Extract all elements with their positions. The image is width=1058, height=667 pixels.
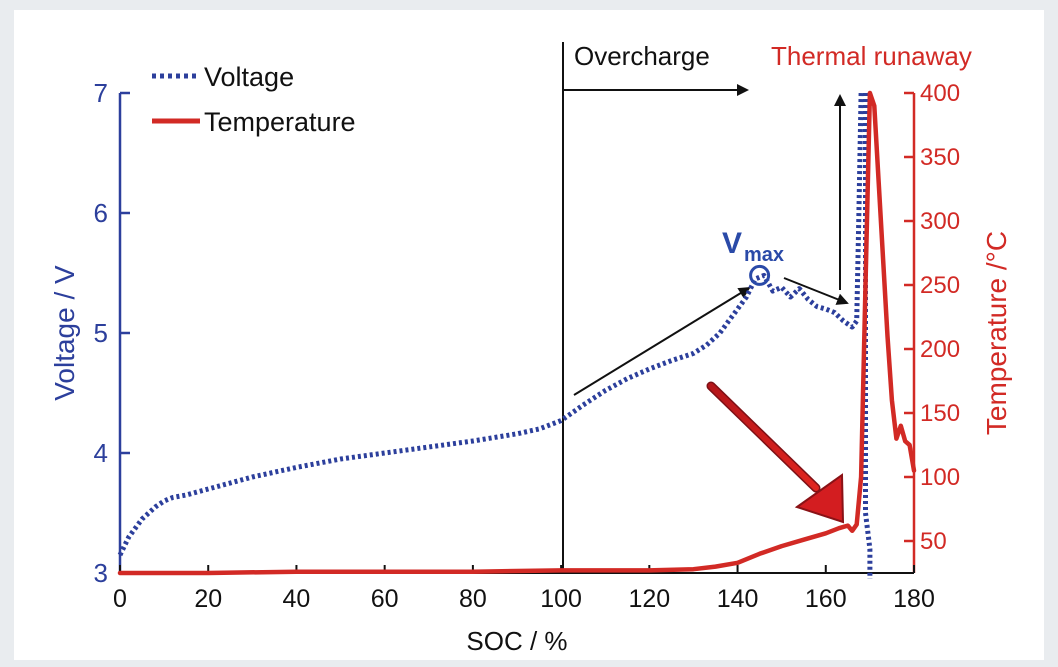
thermal-runaway-label: Thermal runaway (771, 41, 972, 71)
right-tick-label: 150 (920, 400, 960, 427)
rise-arrow (573, 286, 751, 396)
vmax-marker (749, 264, 771, 286)
left-tick-label: 7 (94, 78, 108, 108)
left-axis-title: Voltage / V (49, 265, 80, 401)
bottom-tick-label: 80 (459, 585, 487, 613)
left-tick-label: 4 (94, 438, 108, 468)
legend: Voltage Temperature (152, 62, 356, 137)
vmax-label-sub: max (744, 244, 784, 266)
right-tick-label: 350 (920, 144, 960, 171)
bottom-tick-label: 0 (113, 585, 127, 613)
chart-frame: 3 4 5 6 7 50 100 150 200 250 300 350 400 0 20 40 60 80 1… (14, 10, 1044, 660)
bottom-tick-label: 180 (893, 585, 935, 613)
bottom-tick-label: 60 (371, 585, 399, 613)
legend-item-temperature: Temperature (152, 107, 356, 137)
right-tick-label: 300 (920, 208, 960, 235)
right-tick-label: 200 (920, 336, 960, 363)
decline-arrow (783, 277, 849, 305)
chart-svg: 3 4 5 6 7 50 100 150 200 250 300 350 400 0 20 40 60 80 1… (49, 41, 1012, 656)
vmax-label: V (722, 227, 742, 260)
series-layer (117, 90, 917, 579)
series-line-temperature-2 (117, 90, 917, 576)
legend-item-voltage: Voltage (152, 62, 294, 92)
left-tick-label: 6 (94, 198, 108, 228)
right-tick-label: 50 (920, 528, 947, 555)
right-tick-label: 100 (920, 464, 960, 491)
left-tick-label: 3 (94, 558, 108, 588)
right-tick-label: 400 (920, 80, 960, 107)
legend-label-temperature: Temperature (204, 107, 356, 137)
overcharge-label: Overcharge (574, 41, 710, 71)
right-axis-title: Temperature /°C (981, 231, 1012, 435)
right-axis-ticks: 50 100 150 200 250 300 350 400 (904, 80, 960, 555)
highlight-arrow (706, 381, 845, 524)
left-axis-ticks: 3 4 5 6 7 (94, 78, 130, 588)
bottom-tick-label: 40 (283, 585, 311, 613)
legend-label-voltage: Voltage (204, 62, 294, 92)
vmax-label-main: V (722, 227, 742, 260)
bottom-tick-label: 120 (628, 585, 670, 613)
bottom-tick-label: 160 (805, 585, 847, 613)
bottom-tick-label: 20 (194, 585, 222, 613)
right-tick-label: 250 (920, 272, 960, 299)
bottom-axis-title: SOC / % (466, 626, 567, 656)
bottom-tick-label: 100 (540, 585, 582, 613)
series-line-voltage-0 (117, 92, 864, 557)
left-tick-label: 5 (94, 318, 108, 348)
bottom-tick-label: 140 (717, 585, 759, 613)
